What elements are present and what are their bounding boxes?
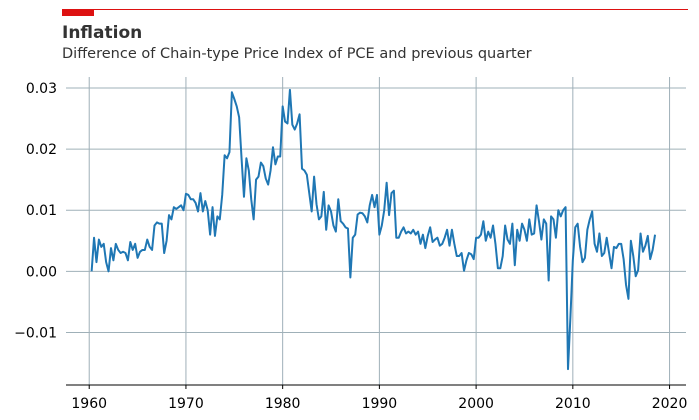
x-axis: 1960 1970 1980 1990 2000 2010 2020: [71, 385, 687, 412]
x-tick-label: 2000: [458, 396, 494, 412]
y-axis: −0.01 0.00 0.01 0.02 0.03: [14, 81, 57, 341]
x-tick-label: 1990: [362, 396, 398, 412]
y-tick-label: −0.01: [14, 325, 57, 341]
x-tick-label: 1960: [71, 396, 107, 412]
x-tick-label: 2010: [555, 396, 591, 412]
chart-subtitle: Difference of Chain-type Price Index of …: [62, 46, 532, 62]
y-tick-label: 0.02: [26, 142, 57, 158]
title-accent-bar: [62, 9, 94, 16]
x-tick-label: 1980: [265, 396, 301, 412]
chart-title: Inflation: [62, 23, 142, 43]
inflation-series-line: [90, 88, 657, 371]
x-tick-label: 1970: [168, 396, 204, 412]
y-tick-label: 0.03: [26, 81, 57, 97]
y-tick-label: 0.01: [26, 203, 57, 219]
x-tick-label: 2020: [652, 396, 688, 412]
y-tick-label: 0.00: [26, 264, 57, 280]
